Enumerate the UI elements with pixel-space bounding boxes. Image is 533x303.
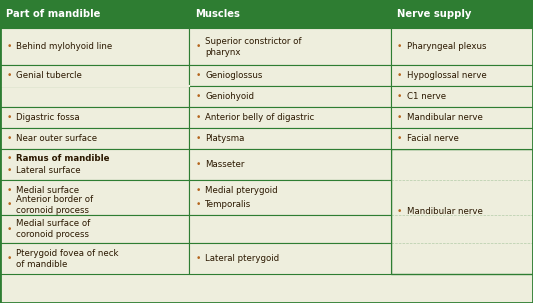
Text: Pterygoid fovea of neck
of mandible: Pterygoid fovea of neck of mandible <box>16 249 118 269</box>
Text: •: • <box>6 186 12 195</box>
Text: •: • <box>6 42 12 51</box>
Bar <box>189 107 391 128</box>
Text: Near outer surface: Near outer surface <box>16 134 97 143</box>
Text: Mandibular nerve: Mandibular nerve <box>407 113 482 122</box>
Bar <box>0 180 189 215</box>
Text: Facial nerve: Facial nerve <box>407 134 458 143</box>
Text: Medial surface: Medial surface <box>16 186 79 195</box>
Text: •: • <box>6 113 12 122</box>
Bar <box>189 215 391 243</box>
Text: Nerve supply: Nerve supply <box>397 9 472 19</box>
Bar <box>189 128 391 149</box>
Text: •: • <box>196 92 201 101</box>
Bar <box>0 215 189 243</box>
Text: •: • <box>397 92 402 101</box>
Bar <box>0 243 189 274</box>
Text: Digastric fossa: Digastric fossa <box>16 113 79 122</box>
Text: •: • <box>397 207 402 216</box>
Text: •: • <box>196 254 201 263</box>
Bar <box>0 86 189 107</box>
Bar <box>0 128 189 149</box>
Text: Genial tubercle: Genial tubercle <box>16 71 82 80</box>
Text: Masseter: Masseter <box>205 160 245 169</box>
Bar <box>391 128 533 149</box>
Text: Ramus of mandible: Ramus of mandible <box>16 154 109 162</box>
Text: Temporalis: Temporalis <box>205 200 252 209</box>
Text: •: • <box>196 160 201 169</box>
Text: Part of mandible: Part of mandible <box>6 9 101 19</box>
Text: Genioglossus: Genioglossus <box>205 71 263 80</box>
Bar <box>0 107 189 128</box>
Bar <box>189 243 391 274</box>
Text: Superior constrictor of
pharynx: Superior constrictor of pharynx <box>205 37 302 57</box>
Text: Mandibular nerve: Mandibular nerve <box>407 207 482 216</box>
Text: •: • <box>196 200 201 209</box>
Bar <box>391 65 533 86</box>
Bar <box>391 28 533 65</box>
Bar <box>0 65 189 86</box>
Bar <box>189 86 391 107</box>
Text: Lateral pterygoid: Lateral pterygoid <box>205 254 279 263</box>
Text: Medial pterygoid: Medial pterygoid <box>205 186 278 195</box>
Text: •: • <box>6 71 12 80</box>
Text: •: • <box>397 42 402 51</box>
Bar <box>189 0 391 28</box>
Bar <box>189 28 391 65</box>
Text: Pharyngeal plexus: Pharyngeal plexus <box>407 42 486 51</box>
Text: Medial surface of
coronoid process: Medial surface of coronoid process <box>16 219 90 239</box>
Bar <box>0 0 189 28</box>
Text: •: • <box>397 134 402 143</box>
Bar <box>391 86 533 107</box>
Text: •: • <box>6 254 12 263</box>
Text: •: • <box>6 200 12 209</box>
Text: Anterior belly of digastric: Anterior belly of digastric <box>205 113 314 122</box>
Text: Platysma: Platysma <box>205 134 245 143</box>
Text: •: • <box>196 71 201 80</box>
Text: •: • <box>397 113 402 122</box>
Text: •: • <box>6 134 12 143</box>
Bar <box>391 0 533 28</box>
Bar <box>391 107 533 128</box>
Text: Muscles: Muscles <box>196 9 240 19</box>
Bar <box>189 180 391 215</box>
Text: •: • <box>397 71 402 80</box>
Text: Geniohyoid: Geniohyoid <box>205 92 254 101</box>
Text: •: • <box>196 113 201 122</box>
Text: Hypoglossal nerve: Hypoglossal nerve <box>407 71 487 80</box>
Text: •: • <box>196 134 201 143</box>
Text: •: • <box>196 186 201 195</box>
Text: •: • <box>6 154 12 162</box>
Bar <box>391 149 533 274</box>
Text: Lateral surface: Lateral surface <box>16 166 80 175</box>
Text: Behind mylohyoid line: Behind mylohyoid line <box>16 42 112 51</box>
Bar <box>189 149 391 180</box>
Text: Anterior border of
coronoid process: Anterior border of coronoid process <box>16 195 93 215</box>
Bar <box>0 28 189 65</box>
Bar <box>189 65 391 86</box>
Text: C1 nerve: C1 nerve <box>407 92 446 101</box>
Text: •: • <box>6 225 12 234</box>
Bar <box>0 149 189 180</box>
Text: •: • <box>196 42 201 51</box>
Text: •: • <box>6 166 12 175</box>
